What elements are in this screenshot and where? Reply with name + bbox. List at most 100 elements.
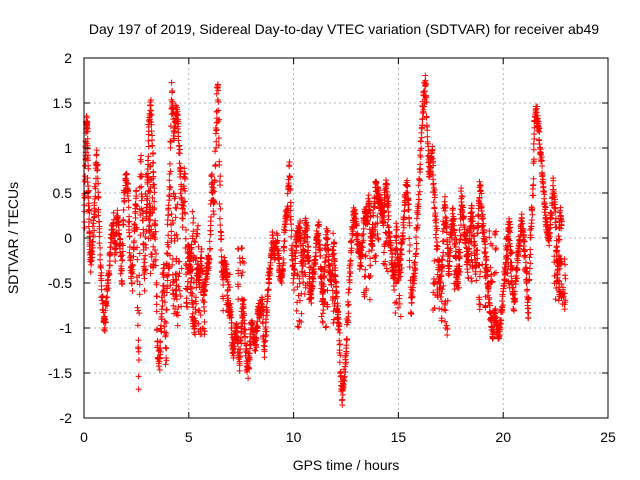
data-point [189, 266, 196, 273]
data-point [505, 255, 512, 262]
data-point [241, 259, 248, 266]
data-point [412, 251, 419, 258]
data-point [133, 188, 140, 195]
data-point [167, 123, 174, 130]
data-point [555, 260, 562, 267]
data-point [172, 204, 179, 211]
data-point [294, 323, 301, 330]
data-point [183, 295, 190, 302]
data-point [434, 271, 441, 278]
data-point [347, 270, 354, 277]
data-point [264, 287, 271, 294]
data-point [175, 120, 182, 127]
data-point [477, 187, 484, 194]
data-point [408, 299, 415, 306]
data-point [552, 205, 559, 212]
data-point [288, 221, 295, 228]
data-point [220, 307, 227, 314]
data-point [311, 268, 318, 275]
data-point [90, 217, 97, 224]
data-point [466, 245, 473, 252]
data-point [553, 284, 560, 291]
data-point [138, 152, 145, 159]
data-point [406, 235, 413, 242]
data-point [392, 309, 399, 316]
data-point [526, 254, 533, 261]
data-point [307, 295, 314, 302]
data-point [557, 213, 564, 220]
data-point [164, 239, 171, 246]
data-point [422, 81, 429, 88]
data-point [328, 282, 335, 289]
data-point [368, 247, 375, 254]
data-point [174, 235, 181, 242]
data-point [444, 297, 451, 304]
data-point [224, 269, 231, 276]
data-point [416, 188, 423, 195]
data-point [278, 279, 285, 286]
data-point [395, 275, 402, 282]
data-point [134, 256, 141, 263]
data-point [341, 374, 348, 381]
data-point [110, 216, 117, 223]
data-point [525, 309, 532, 316]
data-point [104, 294, 111, 301]
data-point [136, 291, 143, 298]
data-point [102, 307, 109, 314]
data-point [330, 251, 337, 258]
data-point [172, 276, 179, 283]
data-point [520, 227, 527, 234]
data-point [81, 225, 88, 232]
data-point [217, 182, 224, 189]
data-point [160, 274, 167, 281]
data-point [157, 338, 164, 345]
data-point [173, 258, 180, 265]
data-point [119, 257, 126, 264]
data-point [320, 307, 327, 314]
data-point [397, 247, 404, 254]
data-point [177, 173, 184, 180]
data-point [540, 188, 547, 195]
data-point [340, 385, 347, 392]
data-point [424, 133, 431, 140]
data-point [106, 262, 113, 269]
data-point [551, 204, 558, 211]
data-point [91, 213, 98, 220]
data-point [132, 202, 139, 209]
data-point [477, 268, 484, 275]
data-point [135, 348, 142, 355]
data-point [342, 369, 349, 376]
data-point [158, 322, 165, 329]
data-point [417, 177, 424, 184]
data-point [166, 177, 173, 184]
data-point [547, 221, 554, 228]
data-point [415, 211, 422, 218]
data-point [411, 267, 418, 274]
data-point [182, 210, 189, 217]
data-point [170, 190, 177, 197]
data-point [286, 172, 293, 179]
data-point [460, 204, 467, 211]
data-point [252, 347, 259, 354]
data-point [189, 290, 196, 297]
data-point [385, 212, 392, 219]
x-axis-label: GPS time / hours [293, 457, 400, 473]
data-point [156, 366, 163, 373]
data-point [329, 271, 336, 278]
data-point [368, 233, 375, 240]
data-point [87, 268, 94, 275]
data-point [468, 209, 475, 216]
data-point [413, 225, 420, 232]
data-point [501, 282, 508, 289]
data-point [320, 273, 327, 280]
data-point [136, 184, 143, 191]
y-tick-labels: -2 -1.5 -1 -0.5 0 0.5 1 1.5 2 [48, 50, 72, 426]
data-point [508, 248, 515, 255]
data-point [291, 286, 298, 293]
data-point [166, 197, 173, 204]
data-point [198, 254, 205, 261]
data-point [169, 256, 176, 263]
data-point [214, 81, 221, 88]
data-point [305, 243, 312, 250]
data-point [298, 310, 305, 317]
